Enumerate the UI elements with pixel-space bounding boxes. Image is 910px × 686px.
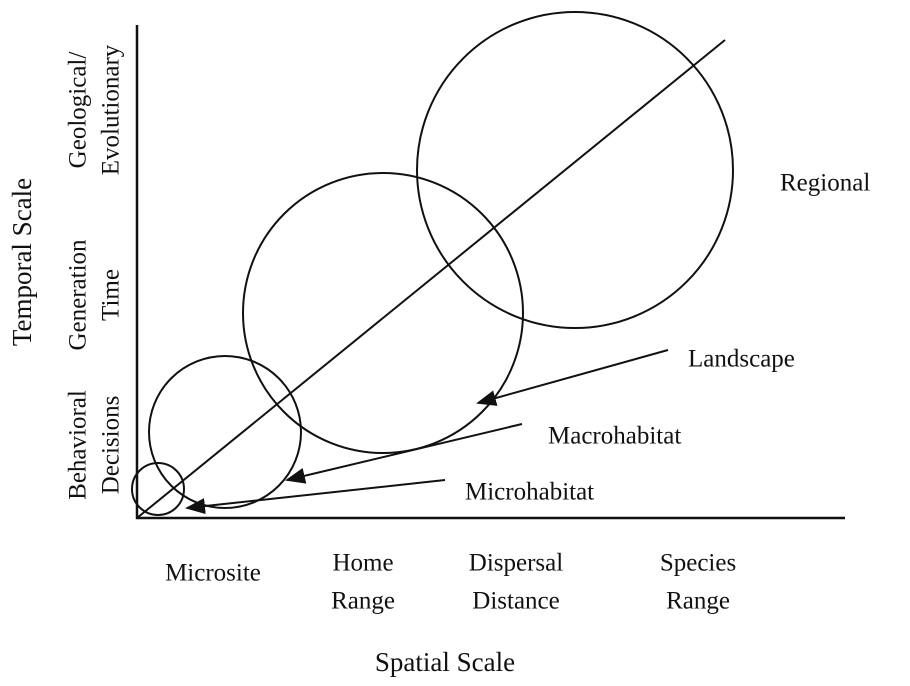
y-tick-label: Behavioral	[65, 390, 92, 500]
scale-label: Regional	[780, 170, 870, 197]
circle-landscape	[242, 172, 524, 454]
x-axis-label: Spatial Scale	[375, 647, 515, 677]
arrow	[185, 479, 446, 515]
x-tick-label: Range	[331, 588, 395, 615]
diagonal	[136, 39, 726, 519]
x-tick-label: Distance	[472, 588, 559, 615]
circle-macrohabitat	[148, 355, 302, 509]
x-tick-label: Dispersal	[469, 550, 563, 577]
circle-regional	[416, 11, 734, 329]
y-tick-label: Time	[98, 269, 125, 321]
x-tick-label: Home	[332, 550, 393, 577]
circle-microhabitat	[131, 462, 185, 516]
arrow	[476, 349, 669, 406]
x-tick-label: Species	[660, 550, 736, 577]
x-tick-label: Microsite	[165, 560, 261, 587]
y-tick-label: Geological/	[65, 52, 92, 169]
y-tick-label: Generation	[65, 239, 92, 351]
arrow	[285, 423, 523, 484]
y-tick-label: Evolutionary	[98, 44, 125, 175]
x-tick-label: Range	[666, 588, 730, 615]
scale-label: Microhabitat	[465, 479, 594, 506]
y-tick-label: Decisions	[98, 396, 125, 495]
scale-label: Macrohabitat	[548, 423, 681, 450]
y-axis-label: Temporal Scale	[7, 178, 37, 346]
scale-label: Landscape	[688, 346, 795, 373]
